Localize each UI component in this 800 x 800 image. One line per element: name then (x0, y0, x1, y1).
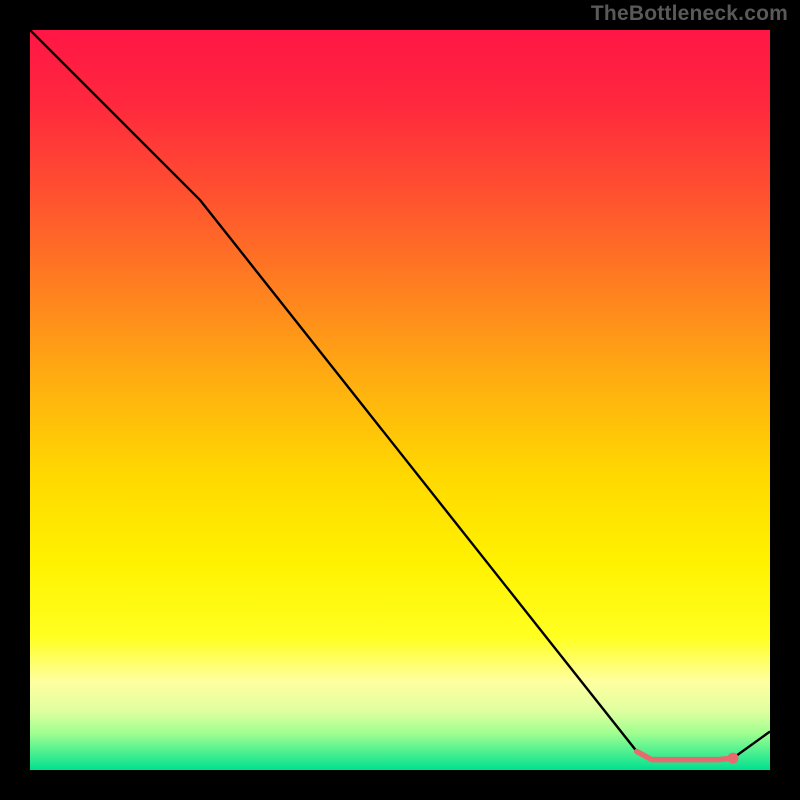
chart-svg (30, 30, 770, 770)
chart-container: TheBottleneck.com (0, 0, 800, 800)
optimal-point-marker (728, 753, 739, 764)
plot-area (30, 30, 770, 770)
attribution-text: TheBottleneck.com (591, 2, 788, 26)
